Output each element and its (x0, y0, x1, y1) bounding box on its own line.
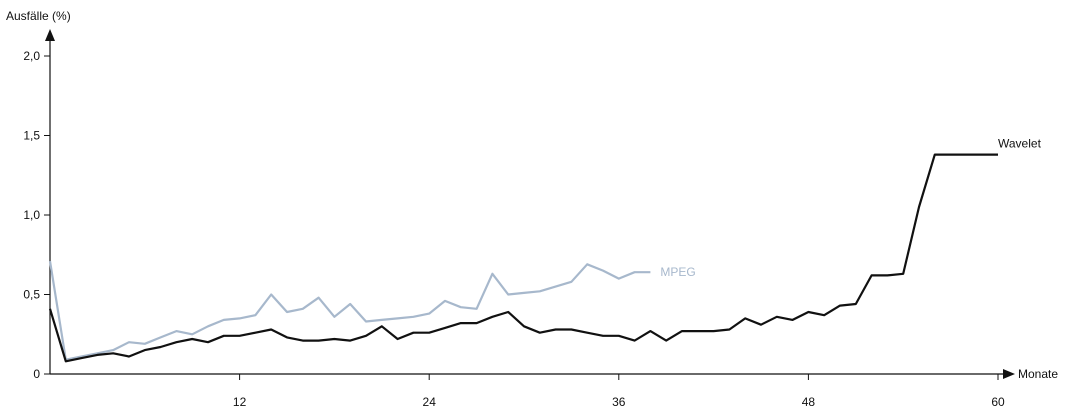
x-tick-label: 48 (802, 395, 816, 409)
y-axis-label: Ausfälle (%) (6, 9, 71, 23)
y-axis-arrow-icon (45, 29, 55, 41)
y-tick-label: 0,5 (23, 288, 40, 302)
x-tick-label: 24 (423, 395, 437, 409)
series-label-mpeg: MPEG (660, 265, 695, 279)
y-tick-label: 0 (33, 367, 40, 381)
x-axis-arrow-icon (1003, 369, 1015, 379)
series-label-wavelet: Wavelet (998, 137, 1042, 151)
ticks: 0 0,5 1,0 1,5 2,0 12 24 36 48 60 (23, 49, 1005, 409)
series-group: MPEG Wavelet (48, 137, 1042, 363)
x-axis-label: Monate (1018, 367, 1058, 381)
y-tick-label: 1,5 (23, 129, 40, 143)
y-tick-label: 1,0 (23, 208, 40, 222)
series-line-mpeg (48, 260, 651, 361)
x-tick-label: 60 (991, 395, 1005, 409)
y-tick-label: 2,0 (23, 49, 40, 63)
x-tick-label: 12 (233, 395, 247, 409)
series-line-wavelet (48, 153, 998, 363)
axes (45, 29, 1015, 379)
x-tick-label: 36 (612, 395, 626, 409)
